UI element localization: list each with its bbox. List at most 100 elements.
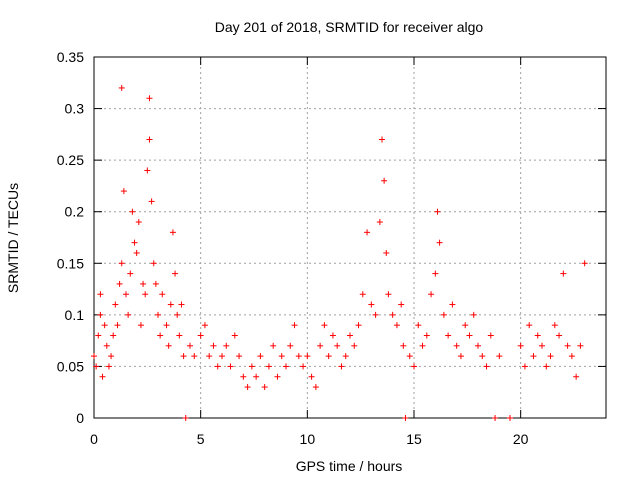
y-tick-label: 0.05: [57, 358, 84, 374]
data-point: [178, 301, 185, 308]
data-point: [261, 384, 268, 391]
data-point: [338, 363, 345, 370]
data-point: [300, 363, 307, 370]
data-point: [423, 332, 430, 339]
data-point: [402, 415, 409, 421]
data-point: [140, 280, 147, 287]
y-tick-label: 0: [76, 410, 84, 426]
data-point: [129, 208, 136, 215]
data-point: [127, 270, 134, 277]
grid-lines: [94, 57, 606, 418]
data-point: [123, 291, 129, 298]
data-point: [434, 208, 441, 215]
data-point: [530, 353, 537, 360]
data-point: [432, 270, 439, 277]
y-tick-label: 0.1: [65, 307, 85, 323]
data-point: [287, 342, 294, 349]
data-point: [112, 301, 119, 308]
data-point: [197, 332, 204, 339]
data-point: [142, 291, 149, 298]
data-point: [547, 353, 554, 360]
data-point: [116, 280, 123, 287]
data-point: [393, 322, 400, 329]
data-point: [93, 363, 100, 370]
data-point: [457, 353, 464, 360]
data-point: [385, 291, 392, 298]
y-tick-label: 0.25: [57, 152, 84, 168]
data-point: [133, 249, 140, 256]
data-point: [564, 342, 571, 349]
data-point: [487, 332, 494, 339]
y-tick-label: 0.2: [65, 204, 85, 220]
data-point: [144, 167, 151, 174]
data-point: [227, 363, 234, 370]
data-point: [364, 229, 371, 236]
data-point: [118, 260, 125, 267]
chart-title: Day 201 of 2018, SRMTID for receiver alg…: [215, 19, 484, 35]
data-point: [347, 332, 353, 339]
data-point: [507, 415, 513, 421]
data-point: [573, 373, 580, 380]
y-tick-label: 0.3: [65, 101, 85, 117]
data-point: [368, 301, 375, 308]
data-point: [283, 363, 289, 370]
data-point: [97, 311, 104, 318]
data-point: [383, 249, 390, 256]
data-point: [449, 301, 456, 308]
data-point: [342, 353, 349, 360]
data-point: [415, 322, 422, 329]
data-point: [176, 332, 183, 339]
data-point: [191, 353, 198, 360]
plot-frame: [93, 56, 607, 419]
data-point: [376, 219, 383, 226]
data-point: [103, 342, 110, 349]
data-point: [440, 311, 447, 318]
data-point: [334, 342, 341, 349]
data-point: [125, 311, 132, 318]
data-point: [99, 373, 106, 380]
data-point: [91, 353, 97, 360]
data-point: [214, 363, 221, 370]
x-axis-label: GPS time / hours: [296, 458, 403, 474]
y-axis-label: SRMTID / TECUs: [5, 183, 21, 293]
data-point: [131, 239, 138, 246]
data-point: [97, 291, 104, 298]
x-tick-label: 0: [90, 431, 98, 447]
data-point: [551, 322, 558, 329]
y-tick-label: 0.35: [57, 49, 84, 65]
data-point: [406, 353, 413, 360]
data-point: [462, 322, 469, 329]
data-point: [379, 136, 385, 143]
data-point: [568, 353, 575, 360]
data-point: [165, 342, 172, 349]
data-point: [148, 198, 155, 205]
data-point: [304, 353, 311, 360]
data-point: [172, 270, 179, 277]
data-point: [351, 342, 358, 349]
x-tick-label: 10: [300, 431, 316, 447]
data-point: [167, 301, 174, 308]
data-point: [257, 353, 264, 360]
data-points: [91, 84, 588, 421]
data-point: [182, 415, 189, 421]
data-point: [308, 373, 315, 380]
data-point: [398, 301, 405, 308]
data-point: [359, 291, 366, 298]
data-point: [270, 342, 277, 349]
data-point: [244, 384, 251, 391]
data-point: [110, 332, 117, 339]
data-point: [475, 342, 481, 349]
data-point: [265, 363, 272, 370]
data-point: [492, 415, 499, 421]
data-point: [150, 260, 157, 267]
data-point: [219, 353, 225, 360]
data-point: [312, 384, 319, 391]
data-point: [169, 229, 176, 236]
data-point: [400, 342, 407, 349]
data-point: [291, 322, 298, 329]
data-point: [483, 363, 490, 370]
data-point: [108, 353, 115, 360]
data-point: [135, 219, 142, 226]
data-point: [120, 188, 127, 195]
